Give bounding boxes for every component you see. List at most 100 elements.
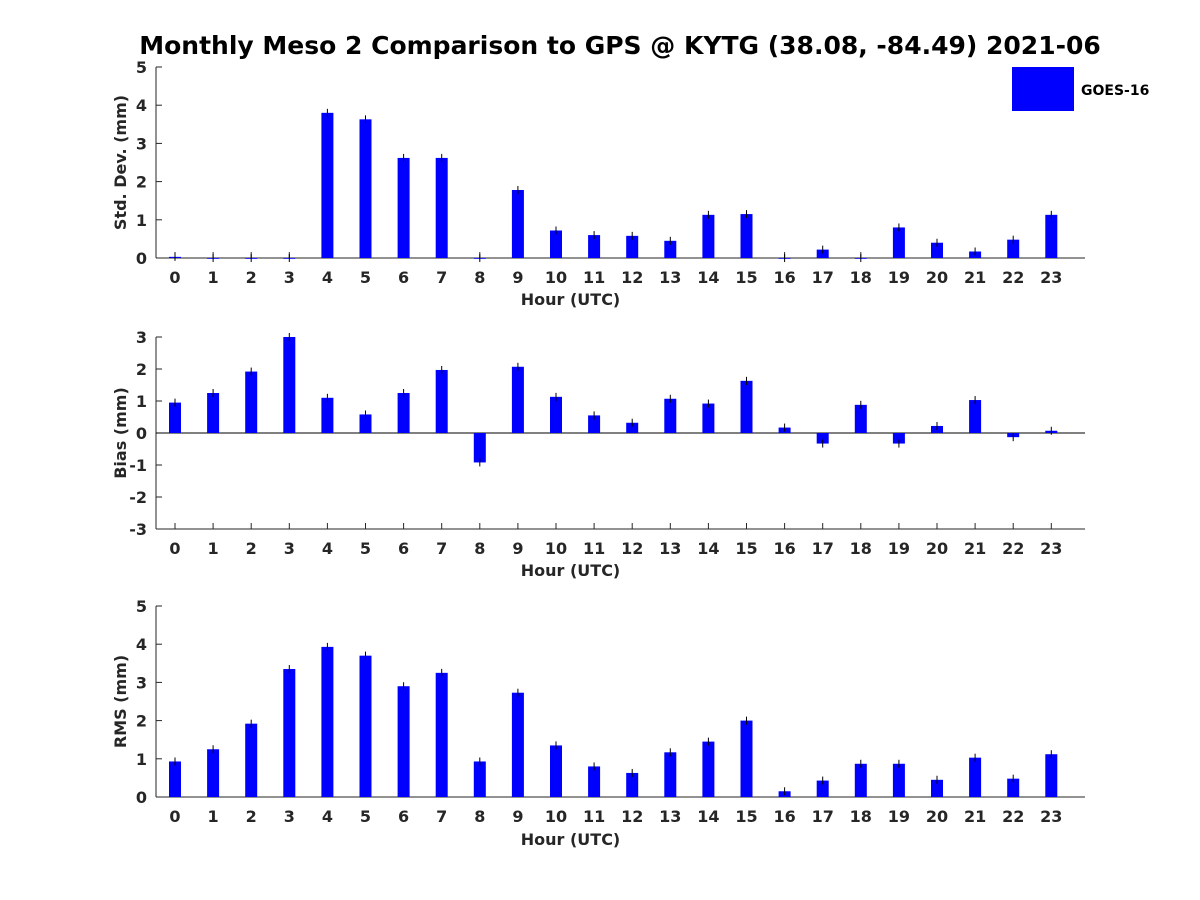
bar bbox=[892, 433, 905, 444]
y-tick-label: 5 bbox=[136, 597, 147, 616]
x-tick-label: 17 bbox=[812, 807, 834, 826]
bar bbox=[588, 415, 601, 433]
y-tick-label: 2 bbox=[136, 712, 147, 731]
x-tick-label: 8 bbox=[474, 539, 485, 558]
bar bbox=[511, 366, 524, 433]
bar bbox=[359, 119, 372, 258]
y-tick-label: -2 bbox=[129, 488, 147, 507]
bar bbox=[321, 646, 334, 797]
x-tick-label: 21 bbox=[964, 268, 986, 287]
x-tick-label: 18 bbox=[850, 807, 872, 826]
bar bbox=[359, 414, 372, 433]
y-tick-label: 0 bbox=[136, 249, 147, 268]
x-tick-label: 2 bbox=[246, 807, 257, 826]
y-tick-label: 4 bbox=[136, 96, 147, 115]
bar bbox=[854, 404, 867, 433]
x-tick-label: 4 bbox=[322, 539, 333, 558]
x-tick-label: 16 bbox=[773, 807, 795, 826]
bar bbox=[892, 763, 905, 797]
y-tick-label: 4 bbox=[136, 635, 147, 654]
x-axis-label: Hour (UTC) bbox=[521, 561, 621, 580]
y-tick-label: 5 bbox=[136, 58, 147, 77]
x-tick-label: 3 bbox=[284, 268, 295, 287]
x-tick-label: 1 bbox=[208, 539, 219, 558]
bar bbox=[397, 157, 410, 258]
x-tick-label: 14 bbox=[697, 268, 719, 287]
x-tick-label: 8 bbox=[474, 268, 485, 287]
bar bbox=[245, 723, 258, 797]
x-tick-label: 7 bbox=[436, 268, 447, 287]
x-tick-label: 5 bbox=[360, 539, 371, 558]
bar bbox=[550, 396, 562, 433]
bar bbox=[626, 235, 639, 258]
x-tick-label: 5 bbox=[360, 268, 371, 287]
x-tick-label: 13 bbox=[659, 268, 681, 287]
x-tick-label: 21 bbox=[964, 807, 986, 826]
bar bbox=[435, 672, 448, 797]
y-tick-label: -3 bbox=[129, 520, 147, 539]
x-tick-label: 14 bbox=[697, 807, 719, 826]
y-tick-label: 1 bbox=[136, 392, 147, 411]
bar bbox=[511, 190, 524, 258]
legend: GOES-16 bbox=[1012, 67, 1149, 111]
x-tick-label: 11 bbox=[583, 268, 605, 287]
x-tick-label: 23 bbox=[1040, 539, 1062, 558]
y-tick-label: 1 bbox=[136, 211, 147, 230]
bar bbox=[588, 766, 601, 797]
bar bbox=[664, 240, 677, 258]
x-tick-label: 8 bbox=[474, 807, 485, 826]
x-tick-label: 12 bbox=[621, 268, 643, 287]
x-tick-label: 1 bbox=[208, 268, 219, 287]
x-tick-label: 13 bbox=[659, 807, 681, 826]
bar bbox=[1045, 214, 1058, 258]
x-axis-label: Hour (UTC) bbox=[521, 830, 621, 849]
chart-title: Monthly Meso 2 Comparison to GPS @ KYTG … bbox=[139, 31, 1101, 60]
bar bbox=[702, 214, 715, 258]
bar bbox=[245, 371, 258, 433]
legend-swatch bbox=[1012, 67, 1074, 111]
bar bbox=[283, 337, 296, 433]
bar bbox=[740, 380, 753, 433]
bar bbox=[473, 433, 486, 463]
y-tick-label: 0 bbox=[136, 788, 147, 807]
x-tick-label: 2 bbox=[246, 268, 257, 287]
x-axis-label: Hour (UTC) bbox=[521, 290, 621, 309]
x-tick-label: 9 bbox=[512, 807, 523, 826]
x-tick-label: 9 bbox=[512, 539, 523, 558]
x-tick-label: 16 bbox=[773, 539, 795, 558]
x-tick-label: 4 bbox=[322, 268, 333, 287]
x-tick-label: 0 bbox=[169, 539, 180, 558]
x-tick-label: 15 bbox=[735, 539, 757, 558]
y-tick-label: 3 bbox=[136, 328, 147, 347]
y-axis-label: Std. Dev. (mm) bbox=[111, 95, 130, 230]
x-tick-label: 16 bbox=[773, 268, 795, 287]
x-tick-label: 6 bbox=[398, 807, 409, 826]
x-tick-label: 0 bbox=[169, 807, 180, 826]
bar bbox=[473, 761, 486, 797]
x-tick-label: 3 bbox=[284, 539, 295, 558]
bar bbox=[1045, 754, 1058, 797]
x-tick-label: 10 bbox=[545, 539, 567, 558]
y-tick-label: 2 bbox=[136, 173, 147, 192]
x-tick-label: 20 bbox=[926, 539, 948, 558]
bar bbox=[816, 433, 829, 444]
x-tick-label: 11 bbox=[583, 807, 605, 826]
y-axis-label: Bias (mm) bbox=[111, 387, 130, 479]
bar bbox=[283, 669, 296, 797]
bar bbox=[169, 402, 181, 433]
x-tick-label: 15 bbox=[735, 268, 757, 287]
legend-label: GOES-16 bbox=[1081, 83, 1149, 99]
x-tick-label: 23 bbox=[1040, 807, 1062, 826]
bar bbox=[740, 214, 753, 258]
bar bbox=[1007, 239, 1020, 258]
x-tick-label: 1 bbox=[208, 807, 219, 826]
bar bbox=[892, 227, 905, 258]
bar bbox=[702, 403, 715, 433]
x-tick-label: 18 bbox=[850, 539, 872, 558]
x-tick-label: 18 bbox=[850, 268, 872, 287]
bar bbox=[207, 749, 220, 797]
bar bbox=[969, 757, 982, 797]
x-tick-label: 19 bbox=[888, 539, 910, 558]
